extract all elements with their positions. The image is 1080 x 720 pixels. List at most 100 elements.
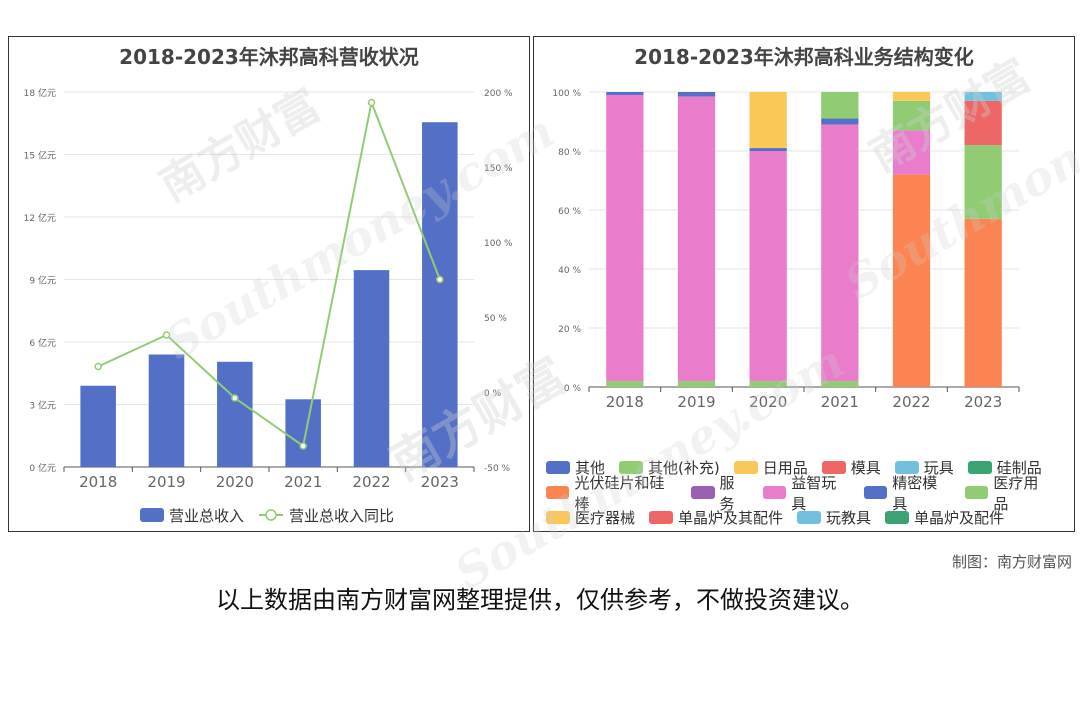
stack-segment: [749, 148, 787, 151]
legend-swatch: [964, 486, 989, 499]
legend-label: 日用品: [762, 459, 808, 477]
legend-swatch: [546, 461, 570, 474]
y-left-tick-label: 18 亿元: [24, 87, 56, 99]
stack-segment: [964, 92, 1002, 101]
yoy-point: [94, 362, 102, 371]
y-tick-label: 80 %: [558, 148, 581, 158]
legend-label: 玩具: [923, 459, 954, 477]
legend-swatch: [863, 486, 888, 499]
y-tick-label: 0 %: [564, 384, 582, 394]
y-tick-label: 20 %: [558, 325, 581, 335]
chart-credit: 制图：南方财富网: [951, 553, 1072, 571]
legend-swatch: [967, 461, 992, 474]
stack-segment: [892, 174, 931, 387]
legend-row: 其他 其他(补充) 日用品 模具 玩具 硅制品: [546, 455, 1066, 480]
stack-segment: [677, 96, 716, 382]
legend-label: 益智玩具: [791, 473, 837, 513]
revenue-chart-title: 2018-2023年沐邦高科营收状况: [119, 45, 419, 69]
legend-swatch: [546, 511, 570, 524]
revenue-bar: [217, 361, 253, 467]
legend-label: 其他: [575, 459, 606, 477]
stack-segment: [892, 100, 931, 131]
stack-segment: [964, 218, 1002, 387]
legend-swatch: [894, 461, 919, 474]
y-right-tick-label: 100 %: [484, 239, 513, 249]
stack-segment: [892, 130, 931, 175]
yoy-point: [162, 331, 171, 339]
structure-chart-panel: 2018-2023年沐邦高科业务结构变化 0 % 20 % 40 % 60 % 80 %…: [533, 36, 1075, 532]
y-right-tick-label: 150 %: [484, 164, 513, 174]
x-axis-tick-label: 2023: [421, 473, 459, 491]
legend-swatch-revenue: [140, 508, 164, 522]
x-axis-tick-label: 2022: [892, 393, 930, 411]
y-left-tick-label: 15 亿元: [24, 150, 56, 162]
legend-item: 其他(补充): [619, 457, 720, 478]
legend-swatch: [821, 461, 846, 474]
legend-label: 单晶炉及配件: [914, 509, 1005, 527]
legend-swatch: [619, 461, 644, 474]
yoy-point: [367, 98, 376, 107]
stack-segment: [677, 92, 716, 97]
legend-item: 硅制品: [967, 457, 1042, 478]
stack-segment: [892, 92, 931, 101]
y-right-tick-label: 50 %: [484, 314, 507, 324]
y-tick-label: 60 %: [558, 207, 581, 217]
legend-label: 光伏硅片和硅棒: [574, 473, 665, 513]
y-left-tick-label: 12 亿元: [24, 212, 56, 224]
disclaimer-text: 以上数据由南方财富网整理提供，仅供参考，不做投资建议。: [216, 586, 864, 614]
structure-chart: 0 % 20 % 40 % 60 % 80 % 100 % 2018 2019 2020 2021…: [552, 89, 1020, 411]
x-axis-tick-label: 2020: [216, 473, 254, 491]
x-axis-tick-label: 2021: [284, 473, 322, 491]
legend-item: 精密模具: [863, 472, 951, 514]
legend-item: 玩教具: [797, 507, 871, 528]
legend-item: 光伏硅片和硅棒: [546, 472, 677, 514]
stack-segment: [749, 381, 787, 387]
stack-segment: [749, 92, 787, 149]
legend-item: 其他: [546, 457, 605, 478]
legend-row: 光伏硅片和硅棒 服务 益智玩具 精密模具 医疗用品: [546, 474, 1066, 513]
legend-item: 医疗用品: [964, 472, 1052, 514]
revenue-bar: [80, 385, 116, 467]
legend-label: 其他(补充): [648, 459, 720, 477]
legend-swatch: [546, 486, 570, 499]
revenue-bar: [353, 270, 390, 467]
legend-item: 模具: [821, 457, 881, 478]
x-axis-tick-label: 2018: [79, 473, 117, 491]
legend-label: 模具: [850, 459, 881, 477]
legend-swatch: [762, 486, 787, 499]
legend-swatch: [885, 511, 910, 524]
legend-label: 服务: [719, 473, 735, 513]
structure-chart-legend: 其他 其他(补充) 日用品 模具 玩具 硅制品 光伏硅片和硅棒 服务 益智玩具 精密模具 医疗用品医…: [546, 455, 1066, 530]
legend-item: 医疗器械: [546, 507, 635, 528]
legend-swatch: [691, 486, 715, 499]
stack-segment: [606, 92, 644, 95]
x-axis-tick-label: 2023: [964, 393, 1002, 411]
y-tick-label: 40 %: [558, 266, 581, 276]
legend-item: 服务: [691, 472, 749, 514]
legend-item: 玩具: [894, 457, 954, 478]
x-axis-tick-label: 2022: [352, 473, 390, 491]
stack-segment: [964, 100, 1002, 146]
legend-swatch-yoy-marker: [265, 509, 277, 521]
x-axis-tick-label: 2020: [749, 393, 787, 411]
y-left-tick-label: 9 亿元: [29, 275, 56, 287]
stack-segment: [606, 381, 644, 387]
stack-segment: [964, 145, 1002, 219]
stack-segment: [606, 94, 644, 382]
stack-segment: [821, 124, 859, 382]
legend-label: 单晶炉及其配件: [678, 509, 784, 527]
x-axis-tick-label: 2018: [606, 393, 644, 411]
yoy-line: [97, 98, 441, 448]
revenue-chart-panel: 2018-2023年沐邦高科营收状况 0 亿元 3 亿元 6 亿元 9 亿元 12 亿元…: [8, 36, 530, 532]
legend-label: 医疗用品: [993, 473, 1039, 513]
legend-swatch: [733, 461, 758, 474]
yoy-point: [299, 442, 307, 450]
stack-segment: [821, 92, 859, 119]
legend-label: 玩教具: [826, 509, 872, 527]
y-right-tick-label: -50 %: [484, 464, 511, 474]
x-axis-tick-label: 2021: [821, 393, 859, 411]
legend-row: 医疗器械 单晶炉及其配件 玩教具 单晶炉及配件: [546, 505, 1066, 530]
revenue-chart: 0 亿元 3 亿元 6 亿元 9 亿元 12 亿元 15 亿元 18 亿元 -50 % 0 % 5…: [24, 87, 513, 525]
y-right-tick-label: 200 %: [484, 89, 513, 99]
yoy-point: [231, 394, 239, 402]
